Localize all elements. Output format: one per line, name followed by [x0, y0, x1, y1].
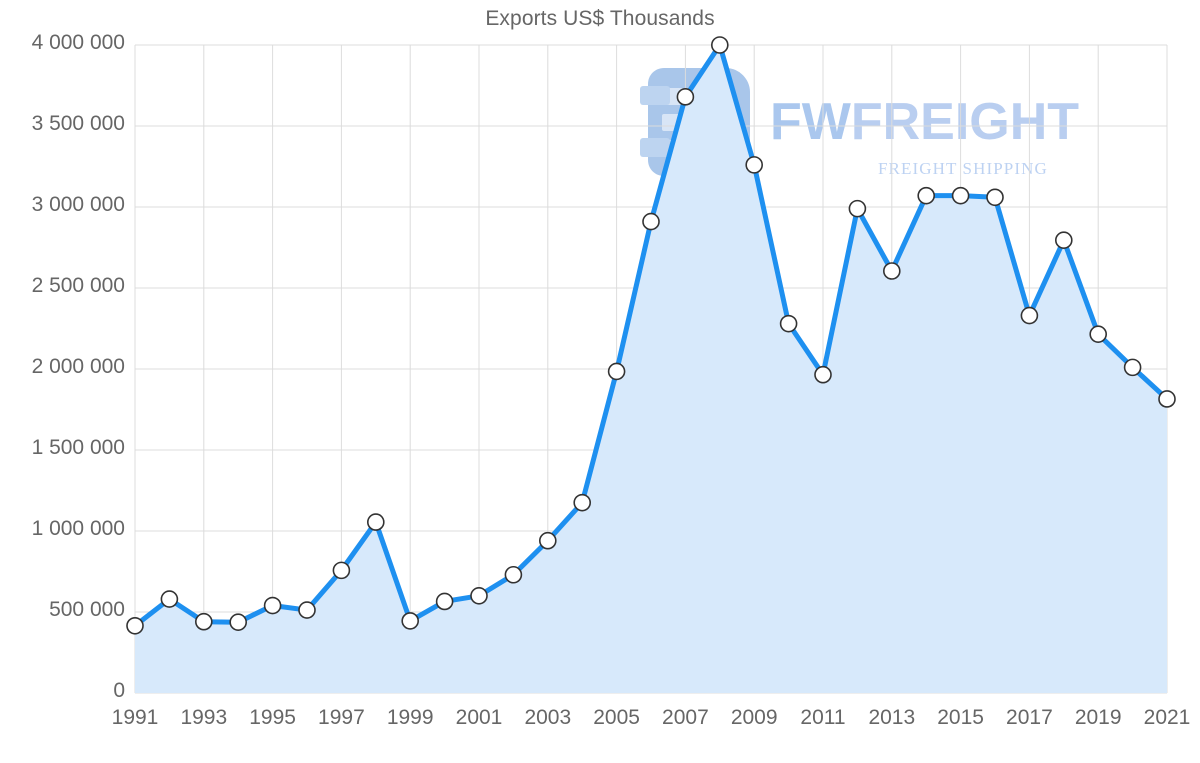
x-axis-tick-label: 1997: [318, 706, 365, 729]
data-point-marker[interactable]: [917, 186, 936, 205]
area-fill: [135, 45, 1167, 693]
x-axis-tick-label: 1995: [249, 706, 296, 729]
y-axis-tick-label: 2 500 000: [31, 274, 125, 297]
data-point-marker[interactable]: [401, 612, 420, 630]
x-axis-tick-label: 2019: [1074, 706, 1122, 729]
data-point-marker[interactable]: [779, 314, 798, 333]
y-axis-tick-label: 0: [113, 679, 125, 702]
data-point-marker[interactable]: [229, 613, 247, 632]
y-axis-tick-label: 3 000 000: [31, 193, 125, 216]
data-point-marker[interactable]: [1123, 358, 1142, 377]
x-axis-tick-label: 1993: [180, 706, 228, 729]
data-point-marker[interactable]: [160, 590, 179, 608]
x-axis-tick-label: 2007: [662, 706, 709, 729]
y-axis-tick-label: 1 000 000: [31, 517, 125, 540]
x-axis-tick-label: 2021: [1143, 706, 1191, 729]
x-axis-tick-label: 2017: [1006, 706, 1053, 729]
data-point-marker[interactable]: [195, 612, 213, 631]
y-axis-tick-label: 500 000: [49, 598, 125, 621]
data-point-marker[interactable]: [986, 188, 1004, 207]
data-point-marker[interactable]: [951, 186, 970, 205]
x-axis-tick-label: 2011: [800, 706, 846, 729]
data-point-marker[interactable]: [710, 36, 729, 54]
x-axis-tick-label: 2003: [524, 706, 572, 729]
x-axis-tick-label: 1991: [111, 706, 159, 729]
data-point-markers: [126, 36, 1176, 635]
x-axis-tick-label: 2015: [937, 706, 984, 729]
data-point-marker[interactable]: [366, 513, 385, 531]
x-axis-tick-label: 1999: [386, 706, 434, 729]
data-point-marker[interactable]: [1158, 390, 1176, 408]
x-axis-tick-label: 2001: [455, 706, 503, 729]
y-axis-tick-label: 4 000 000: [31, 31, 125, 54]
data-point-marker[interactable]: [435, 592, 454, 611]
x-axis-tick-label: 2009: [730, 706, 778, 729]
data-point-marker[interactable]: [538, 531, 557, 550]
data-point-marker[interactable]: [470, 586, 488, 605]
data-point-marker[interactable]: [298, 601, 316, 619]
data-point-marker[interactable]: [882, 262, 901, 280]
y-axis-tick-label: 1 500 000: [31, 436, 125, 459]
x-axis-tick-label: 2013: [868, 706, 916, 729]
data-point-marker[interactable]: [573, 493, 592, 512]
data-point-marker[interactable]: [676, 88, 695, 106]
y-axis-tick-label: 3 500 000: [31, 112, 125, 135]
data-point-marker[interactable]: [332, 561, 351, 580]
x-axis-tick-label: 2005: [593, 706, 640, 729]
data-point-marker[interactable]: [1020, 306, 1039, 325]
data-point-marker[interactable]: [642, 212, 660, 231]
data-point-marker[interactable]: [1055, 231, 1073, 250]
data-point-marker[interactable]: [1089, 325, 1107, 343]
data-point-marker[interactable]: [607, 362, 626, 381]
data-point-marker[interactable]: [848, 199, 867, 218]
data-point-marker[interactable]: [814, 365, 832, 384]
data-point-marker[interactable]: [263, 596, 282, 615]
data-point-marker[interactable]: [504, 565, 523, 584]
chart-title: Exports US$ Thousands: [485, 7, 715, 30]
data-point-marker[interactable]: [126, 616, 144, 635]
data-point-marker[interactable]: [745, 156, 764, 174]
y-axis-tick-label: 2 000 000: [31, 355, 125, 378]
